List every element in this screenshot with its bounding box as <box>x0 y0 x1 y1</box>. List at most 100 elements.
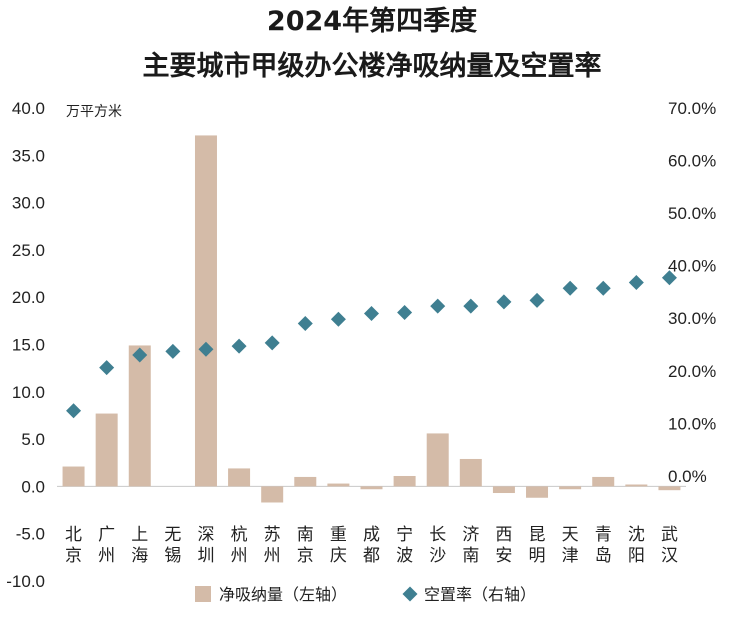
category-label: 武汉 <box>661 525 678 566</box>
bar-series <box>62 135 681 503</box>
category-label: 沈阳 <box>628 525 645 566</box>
bar-昆明 <box>526 486 549 498</box>
right-tick-label: 10.0% <box>668 414 716 433</box>
category-label: 成都 <box>363 525 380 566</box>
y-axis-unit-label: 万平方米 <box>66 104 122 120</box>
left-tick-label: 0.0 <box>21 477 45 496</box>
category-label: 上海 <box>131 525 148 566</box>
left-tick-label: 40.0 <box>12 99 45 118</box>
marker-苏州 <box>264 335 280 351</box>
right-tick-label: 50.0% <box>668 204 716 223</box>
marker-北京 <box>66 403 82 419</box>
left-tick-label: 25.0 <box>12 241 45 260</box>
category-label-text: 武汉 <box>661 525 678 566</box>
category-label-text: 宁波 <box>396 525 413 566</box>
marker-无锡 <box>165 343 181 359</box>
category-label: 济南 <box>462 525 479 566</box>
category-label: 深圳 <box>197 525 214 566</box>
category-label-text: 南京 <box>297 525 314 566</box>
legend: 净吸纳量（左轴） 空置率（右轴） <box>195 585 536 604</box>
marker-重庆 <box>330 311 346 327</box>
chart-title-line-2: 主要城市甲级办公楼净吸纳量及空置率 <box>143 50 602 82</box>
marker-武汉 <box>661 270 677 286</box>
category-label-text: 上海 <box>131 525 148 566</box>
marker-广州 <box>99 360 115 376</box>
bar-长沙 <box>426 433 449 487</box>
chart-title-line-1: 2024年第四季度 <box>267 5 477 37</box>
bar-成都 <box>360 486 383 490</box>
category-label-text: 无锡 <box>164 525 181 566</box>
left-tick-label: 35.0 <box>12 146 45 165</box>
bar-青岛 <box>592 476 615 487</box>
category-label-text: 长沙 <box>429 525 446 566</box>
category-label-text: 西安 <box>495 525 512 566</box>
legend-label-bar: 净吸纳量（左轴） <box>219 585 347 604</box>
category-label-text: 昆明 <box>529 525 546 566</box>
category-label: 北京 <box>65 525 82 566</box>
category-label-text: 天津 <box>562 525 579 566</box>
left-tick-label: -10.0 <box>6 572 45 591</box>
marker-西安 <box>496 294 512 310</box>
category-label-text: 重庆 <box>330 525 347 566</box>
right-tick-label: 30.0% <box>668 309 716 328</box>
category-label: 苏州 <box>264 525 281 566</box>
marker-天津 <box>562 280 578 296</box>
marker-南京 <box>297 315 313 331</box>
category-label: 南京 <box>297 525 314 566</box>
bar-上海 <box>128 345 151 487</box>
marker-深圳 <box>198 341 214 357</box>
bar-深圳 <box>194 135 217 487</box>
right-axis: 0.0% 10.0% 20.0% 30.0% 40.0% 50.0% 60.0% 70.0% <box>668 99 716 486</box>
marker-长沙 <box>430 298 446 314</box>
category-label: 青岛 <box>595 525 612 566</box>
left-tick-label: 5.0 <box>21 430 45 449</box>
marker-昆明 <box>529 292 545 308</box>
bar-苏州 <box>261 486 284 503</box>
category-label: 天津 <box>562 525 579 566</box>
marker-成都 <box>364 305 379 321</box>
marker-青岛 <box>595 280 611 296</box>
bar-济南 <box>459 458 482 487</box>
left-tick-label: -5.0 <box>16 525 45 544</box>
left-axis: -10.0 -5.0 0.0 5.0 10.0 15.0 20.0 25.0 30.0 35.0 4… <box>6 99 45 591</box>
marker-上海 <box>132 347 148 363</box>
marker-杭州 <box>231 338 247 354</box>
bar-南京 <box>294 476 317 487</box>
category-label: 长沙 <box>429 525 446 566</box>
category-label-text: 苏州 <box>264 525 281 566</box>
bar-北京 <box>62 466 85 487</box>
legend-label-marker: 空置率（右轴） <box>424 585 536 604</box>
left-tick-label: 15.0 <box>12 336 45 355</box>
chart-title: 2024年第四季度 主要城市甲级办公楼净吸纳量及空置率 <box>143 5 602 82</box>
right-tick-label: 40.0% <box>668 257 716 276</box>
category-label-text: 济南 <box>462 525 479 566</box>
category-label-text: 沈阳 <box>628 525 645 566</box>
bar-天津 <box>559 486 582 490</box>
left-tick-label: 10.0 <box>12 383 45 402</box>
category-label: 西安 <box>495 525 512 566</box>
legend-swatch-marker <box>402 586 418 602</box>
category-label: 昆明 <box>529 525 546 566</box>
bar-武汉 <box>658 486 681 491</box>
category-label-text: 广州 <box>98 525 115 566</box>
category-label-text: 杭州 <box>231 525 248 566</box>
category-label: 重庆 <box>330 525 347 566</box>
bar-沈阳 <box>625 484 648 487</box>
right-tick-label: 70.0% <box>668 99 716 118</box>
scatter-series <box>66 270 677 419</box>
bar-重庆 <box>327 483 350 487</box>
category-label: 无锡 <box>164 525 181 566</box>
category-label-text: 青岛 <box>595 525 612 566</box>
right-tick-label: 20.0% <box>668 362 716 381</box>
category-label: 杭州 <box>231 525 248 566</box>
marker-济南 <box>463 298 479 314</box>
bar-广州 <box>95 413 118 487</box>
category-label-text: 成都 <box>363 525 380 566</box>
legend-swatch-bar <box>195 586 211 602</box>
category-label: 广州 <box>98 525 115 566</box>
left-tick-label: 30.0 <box>12 194 45 213</box>
marker-沈阳 <box>628 274 644 290</box>
left-tick-label: 20.0 <box>12 288 45 307</box>
